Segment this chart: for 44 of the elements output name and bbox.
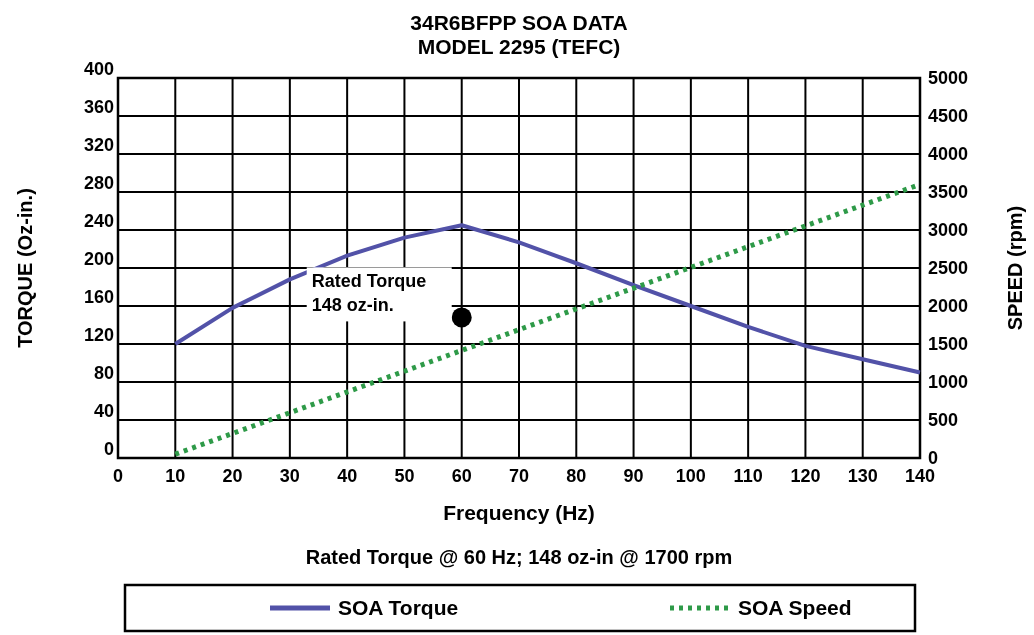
x-tick-label: 30 bbox=[279, 466, 300, 486]
x-tick-label: 120 bbox=[790, 466, 821, 486]
x-axis-title: Frequency (Hz) bbox=[443, 501, 595, 524]
x-tick-label: 110 bbox=[733, 466, 763, 486]
x-tick-label: 90 bbox=[623, 466, 644, 486]
y-tick-label: 80 bbox=[93, 363, 114, 383]
y2-tick-label: 1500 bbox=[928, 334, 969, 354]
y-tick-label: 200 bbox=[83, 249, 114, 269]
y2-tick-label: 2000 bbox=[928, 296, 969, 316]
y-tick-label: 120 bbox=[83, 325, 114, 345]
y2-tick-label: 0 bbox=[928, 448, 939, 468]
y-tick-label: 240 bbox=[83, 211, 114, 231]
x-tick-label: 20 bbox=[222, 466, 243, 486]
x-tick-label: 130 bbox=[847, 466, 878, 486]
x-tick-label: 40 bbox=[337, 466, 358, 486]
chart-title: 34R6BFPP SOA DATA MODEL 2295 (TEFC) bbox=[410, 11, 628, 58]
y-tick-label: 400 bbox=[83, 59, 114, 79]
y2-tick-label: 500 bbox=[928, 410, 959, 430]
y2-axis-title: SPEED (rpm) bbox=[1004, 205, 1026, 331]
annotation: Rated Torque 148 oz-in. bbox=[311, 271, 427, 316]
y2-tick-label: 5000 bbox=[928, 68, 969, 88]
x-tick-label: 10 bbox=[165, 466, 186, 486]
y-tick-label: 40 bbox=[93, 401, 114, 421]
legend-label: SOA Speed bbox=[738, 596, 852, 619]
y2-tick-label: 3500 bbox=[928, 182, 969, 202]
x-tick-label: 50 bbox=[394, 466, 415, 486]
x-tick-label: 80 bbox=[566, 466, 587, 486]
y-tick-label: 320 bbox=[83, 135, 114, 155]
y2-tick-label: 2500 bbox=[928, 258, 969, 278]
y-tick-label: 360 bbox=[83, 97, 114, 117]
x-tick-label: 140 bbox=[904, 466, 936, 486]
y-tick-label: 0 bbox=[103, 439, 114, 459]
y2-tick-label: 1000 bbox=[928, 372, 969, 392]
text: Rated Torque @ 60 Hz; 148 oz-in @ 1700 rpm bbox=[305, 546, 733, 568]
y2-tick-label: 4500 bbox=[928, 106, 969, 126]
x-tick-label: 60 bbox=[451, 466, 472, 486]
y-tick-label: 280 bbox=[83, 173, 114, 193]
legend-label: SOA Torque bbox=[338, 596, 459, 619]
y-tick-label: 160 bbox=[83, 287, 114, 307]
y2-tick-label: 4000 bbox=[928, 144, 969, 164]
y2-tick-label: 3000 bbox=[928, 220, 969, 240]
x-tick-label: 70 bbox=[508, 466, 530, 486]
x-tick-label: 100 bbox=[675, 466, 706, 486]
y-axis-title: TORQUE (Oz-in.) bbox=[14, 188, 36, 348]
